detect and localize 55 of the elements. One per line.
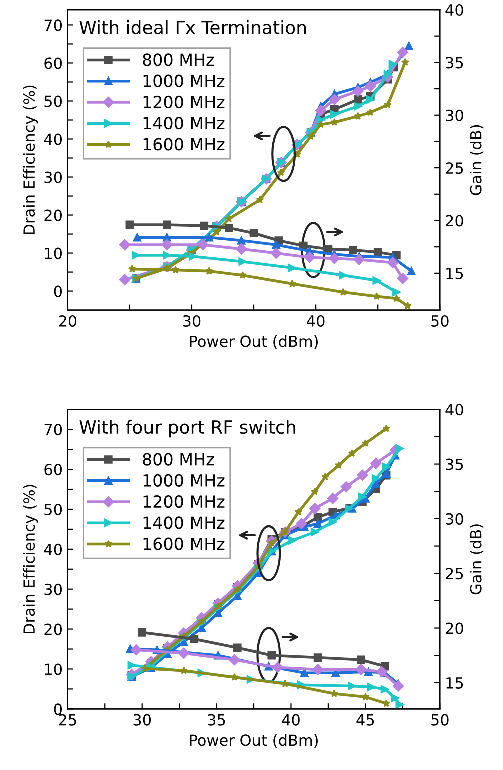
legend-label: 1000 MHz [144,474,225,487]
text: With four port RF switch [80,420,296,438]
y2-tick-label: 15 [446,268,464,280]
y-tick-label: 20 [44,210,62,222]
y2-tick-label: 20 [446,622,464,634]
y-tick-label: 60 [44,58,62,70]
legend-label: 1200 MHz [144,96,225,109]
y-tick-label: 40 [44,134,62,146]
y-axis-title: Drain Efficiency (%) [23,485,38,634]
y-tick-label: 40 [44,544,62,556]
y2-tick-label: 25 [446,568,464,580]
x-tick-label: 35 [208,714,226,726]
y-tick-label: 20 [44,624,62,636]
legend-label: 1400 MHz [144,516,225,530]
x-tick-label: 45 [356,714,374,726]
y-tick-label: 0 [54,704,62,716]
y2-axis-title: Gain (dB) [470,524,484,595]
y2-tick-label: 25 [446,162,464,174]
y-tick-label: 10 [45,664,62,676]
y-tick-label: 0 [54,286,62,298]
y-tick-label: 30 [44,584,62,596]
legend-label: 800 MHz [143,54,214,66]
y-tick-label: 70 [44,20,62,32]
x-tick-label: 50 [432,714,449,726]
x-axis-title: Power Out (dBm) [190,336,318,350]
legend-label: 1400 MHz [144,117,225,130]
x-tick-label: 30 [183,315,201,327]
legend-label: 1200 MHz [144,495,225,508]
y-tick-label: 70 [44,424,62,436]
x-tick-label: 25 [59,714,76,726]
y-tick-label: 50 [44,96,62,108]
y2-tick-label: 20 [446,215,464,227]
y-axis-title: Drain Efficiency (%) [23,86,38,234]
x-tick-label: 40 [282,714,300,726]
y2-tick-label: 40 [446,404,464,416]
x-axis-title: Power Out (dBm) [190,734,318,748]
y-tick-label: 50 [44,504,62,516]
y2-axis-title: Gain (dB) [470,125,484,196]
legend-label: 1600 MHz [144,538,225,550]
legend-label: 1000 MHz [144,74,225,88]
y-tick-label: 60 [44,464,62,476]
x-tick-label: 50 [432,315,449,327]
x-tick-label: 30 [134,714,152,726]
legend-label: 1600 MHz [144,138,225,151]
y2-tick-label: 35 [446,57,464,69]
legend-label: 800 MHz [143,453,214,466]
y2-tick-label: 15 [446,678,464,689]
y2-tick-label: 40 [446,4,464,16]
y2-tick-label: 30 [446,513,464,525]
y-tick-label: 10 [45,248,62,260]
y-tick-label: 30 [44,172,62,184]
chart-title: With ideal Γx Termination [80,20,306,34]
y2-tick-label: 35 [446,458,464,470]
y2-tick-label: 30 [446,110,464,122]
x-tick-label: 40 [307,315,325,327]
